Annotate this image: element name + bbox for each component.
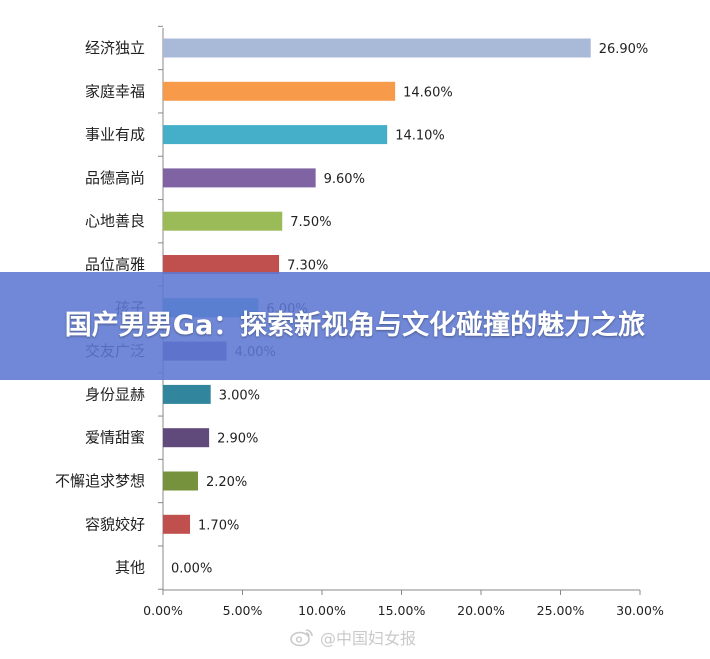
watermark-text: @中国妇女报 [320,629,417,648]
category-label: 身份显赫 [85,385,145,403]
category-label: 事业有成 [85,126,145,144]
data-label: 7.30% [287,259,328,274]
data-label: 1.70% [198,518,239,533]
bar [163,514,191,534]
category-label: 不懈追求梦想 [55,472,145,490]
category-label: 心地善良 [85,212,145,230]
bars [163,38,591,534]
x-tick-label: 30.00% [616,603,664,618]
x-tick-label: 25.00% [537,603,585,618]
x-tick-label: 15.00% [378,603,426,618]
data-label: 26.90% [599,42,649,57]
x-tick-label: 10.00% [298,603,346,618]
bar [163,125,388,145]
category-label: 品位高雅 [85,256,145,274]
bar [163,428,210,448]
data-label: 7.50% [290,215,331,230]
bar [163,38,591,58]
bar [163,471,198,491]
data-label: 9.60% [324,172,365,187]
x-tick-label: 5.00% [223,603,263,618]
data-label: 14.60% [403,85,453,100]
banner-title: 国产男男Ga：探索新视角与文化碰撞的魅力之旅 [64,310,646,341]
bar [163,384,211,404]
data-label: 14.10% [395,129,445,144]
category-label: 品德高尚 [85,169,145,187]
bar [163,168,316,188]
category-label: 其他 [115,559,145,577]
weibo-icon [290,629,313,647]
data-label: 3.00% [219,388,260,403]
x-tick-label: 0.00% [143,603,183,618]
category-label: 容貌姣好 [85,515,145,533]
category-label: 家庭幸福 [85,82,145,100]
watermark: @中国妇女报 [290,624,416,650]
x-tick-label: 20.00% [457,603,505,618]
bar [163,81,396,101]
category-label: 经济独立 [85,39,145,57]
title-banner: 国产男男Ga：探索新视角与文化碰撞的魅力之旅 [0,272,710,380]
bar [163,211,283,231]
category-label: 爱情甜蜜 [85,429,145,447]
x-tick-labels: 0.00% 5.00% 10.00% 15.00% 20.00% 25.00% 30.00% [143,603,664,618]
data-label: 0.00% [171,562,212,577]
bar [163,255,280,274]
data-label: 2.90% [217,432,258,447]
data-label: 2.20% [206,475,247,490]
